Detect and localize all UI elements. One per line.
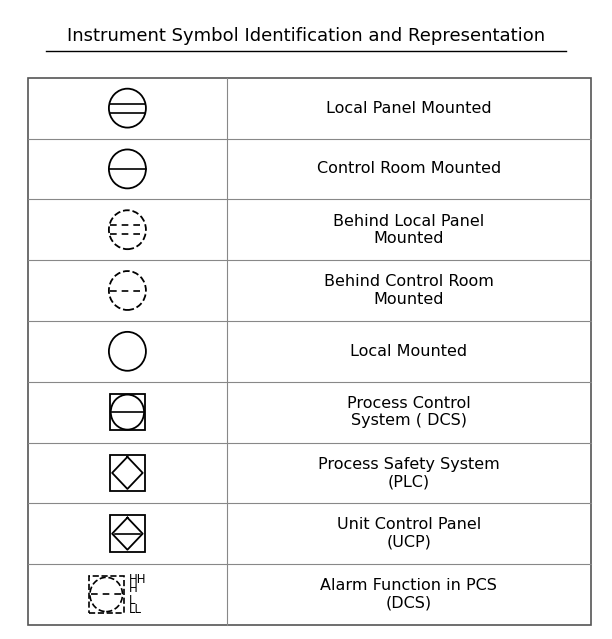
Text: H: H [129, 581, 137, 595]
Text: Behind Control Room
Mounted: Behind Control Room Mounted [324, 274, 494, 307]
Text: Instrument Symbol Identification and Representation: Instrument Symbol Identification and Rep… [67, 27, 545, 45]
Text: L: L [129, 594, 135, 608]
Text: Process Control
System ( DCS): Process Control System ( DCS) [347, 396, 471, 428]
Text: Unit Control Panel
(UCP): Unit Control Panel (UCP) [337, 518, 481, 550]
Text: Control Room Mounted: Control Room Mounted [317, 162, 501, 176]
Text: HH: HH [129, 573, 146, 586]
Bar [110, 516, 145, 552]
Text: Local Mounted: Local Mounted [350, 344, 468, 359]
Text: Local Panel Mounted: Local Panel Mounted [326, 100, 491, 116]
Text: Process Safety System
(PLC): Process Safety System (PLC) [318, 457, 500, 489]
Bar [110, 394, 145, 430]
Bar [89, 576, 124, 613]
Text: LL: LL [129, 603, 141, 616]
Text: Alarm Function in PCS
(DCS): Alarm Function in PCS (DCS) [321, 578, 498, 611]
Bar [28, 78, 591, 625]
Bar [110, 455, 145, 491]
Text: Behind Local Panel
Mounted: Behind Local Panel Mounted [334, 213, 485, 246]
